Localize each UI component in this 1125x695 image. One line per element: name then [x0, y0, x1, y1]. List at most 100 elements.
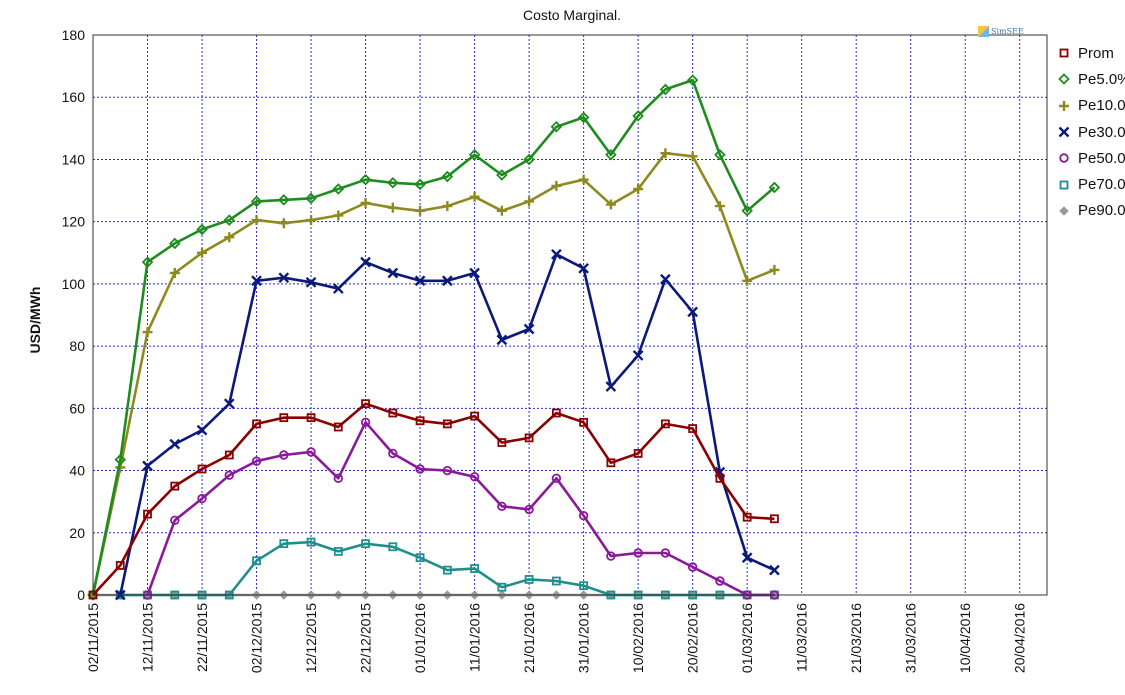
data-point-pe10-0 — [278, 218, 289, 229]
legend-marker-pe5-0 — [1058, 73, 1070, 86]
x-tick-label: 20/04/2016 — [1012, 603, 1028, 673]
legend-marker-shape — [1059, 100, 1069, 111]
data-point-pe10-0 — [251, 215, 262, 226]
data-point-pe10-0 — [551, 180, 562, 191]
legend-marker-shape — [1058, 73, 1070, 86]
data-point-pe30-0 — [632, 350, 644, 361]
x-tick-label: 20/02/2016 — [685, 603, 701, 673]
data-point-pe10-0 — [360, 198, 371, 208]
data-point-pe10-0 — [333, 210, 344, 221]
data-point-pe70-0 — [551, 576, 561, 586]
data-point-pe30-0 — [578, 262, 589, 274]
data-point-prom — [224, 450, 234, 460]
data-point-prom — [470, 411, 480, 421]
data-point-pe10-0 — [142, 327, 153, 338]
data-point-pe70-0 — [442, 565, 452, 575]
data-point-pe10-0 — [442, 201, 453, 212]
data-point-prom — [170, 481, 180, 491]
series-line-pe5-0 — [91, 78, 776, 596]
data-point-pe10-0 — [496, 205, 507, 216]
x-tick-label: 02/11/2015 — [85, 603, 101, 672]
data-point-pe50-0 — [224, 470, 234, 480]
logo-icon — [978, 26, 989, 37]
plot-frame — [92, 34, 1048, 596]
data-point-pe10-0 — [605, 199, 616, 210]
data-point-pe5-0 — [577, 111, 590, 124]
y-tick-label: 20 — [69, 525, 85, 541]
y-tick-label: 100 — [62, 276, 86, 292]
y-tick-label: 60 — [69, 400, 85, 416]
data-point-pe30-0 — [278, 272, 290, 284]
legend: Prom Pe5.0% Pe10.0% Pe30.0% Pe50.0% Pe70.0% Pe… — [1056, 40, 1125, 224]
data-point-prom — [361, 399, 370, 409]
data-point-pe5-0 — [550, 121, 563, 133]
legend-item-pe30-0: Pe30.0% — [1056, 119, 1125, 145]
legend-marker-shape — [1058, 126, 1070, 138]
y-tick-label: 40 — [69, 463, 85, 479]
data-point-pe70-0 — [524, 575, 534, 584]
data-point-pe50-0 — [606, 551, 616, 561]
data-point-pe50-0 — [551, 473, 562, 484]
data-point-pe5-0 — [196, 223, 208, 236]
data-point-pe5-0 — [223, 214, 236, 226]
x-tick-label: 10/04/2016 — [957, 603, 973, 673]
data-point-pe30-0 — [741, 552, 753, 564]
data-point-pe5-0 — [441, 170, 454, 183]
x-tick-label: 31/03/2016 — [903, 603, 919, 673]
axes: 0 20 40 60 80 100 120 140 160 180 02/11/2015 12/11/… — [62, 27, 1048, 673]
data-point-pe5-0 — [741, 205, 753, 217]
legend-label: Pe5.0% — [1078, 70, 1125, 88]
data-point-pe70-0 — [415, 553, 425, 563]
data-point-pe10-0 — [387, 202, 398, 213]
data-point-pe10-0 — [306, 215, 317, 226]
legend-marker-pe70-0 — [1059, 180, 1069, 190]
series-line-prom — [92, 402, 775, 596]
y-tick-label: 0 — [77, 587, 85, 603]
x-tick-label: 11/03/2016 — [794, 603, 810, 672]
data-point-prom — [497, 438, 507, 447]
data-point-pe5-0 — [278, 194, 290, 206]
legend-item-pe5-0: Pe5.0% — [1056, 66, 1125, 92]
series-prom — [88, 399, 779, 600]
data-point-pe30-0 — [496, 334, 508, 346]
data-point-pe70-0 — [279, 539, 289, 549]
data-point-pe5-0 — [250, 195, 263, 208]
data-point-pe50-0 — [687, 562, 698, 572]
legend-marker-pe50-0 — [1059, 153, 1069, 164]
data-point-pe5-0 — [387, 177, 399, 189]
data-point-pe10-0 — [469, 191, 480, 202]
data-point-pe30-0 — [332, 283, 344, 294]
data-point-pe70-0 — [333, 547, 343, 556]
data-point-pe50-0 — [197, 493, 207, 504]
data-point-pe30-0 — [387, 267, 399, 279]
chart-title: Costo Marginal. — [523, 7, 621, 23]
data-point-pe50-0 — [578, 510, 589, 521]
data-point-pe50-0 — [279, 450, 289, 460]
data-point-pe10-0 — [769, 264, 780, 275]
data-point-pe10-0 — [169, 268, 180, 278]
legend-marker-shape — [1059, 180, 1069, 190]
series-pe70-0 — [115, 537, 779, 600]
y-tick-label: 120 — [62, 214, 86, 230]
data-point-pe5-0 — [359, 173, 372, 186]
data-point-pe50-0 — [360, 417, 371, 428]
data-point-pe5-0 — [714, 149, 726, 161]
data-point-pe10-0 — [687, 151, 698, 162]
data-point-prom — [252, 419, 261, 429]
data-point-pe30-0 — [441, 275, 453, 287]
data-point-pe30-0 — [360, 256, 371, 268]
data-point-pe70-0 — [361, 539, 370, 549]
data-point-prom — [197, 464, 207, 474]
data-point-pe10-0 — [742, 275, 753, 286]
x-tick-label: 10/02/2016 — [630, 603, 646, 673]
data-point-prom — [388, 408, 398, 418]
data-point-pe10-0 — [415, 205, 426, 216]
data-point-prom — [143, 509, 152, 519]
data-point-prom — [415, 416, 425, 426]
legend-marker-pe30-0 — [1058, 126, 1070, 138]
data-point-pe50-0 — [524, 504, 534, 515]
data-point-prom — [333, 422, 343, 432]
legend-item-prom: Prom — [1056, 40, 1125, 66]
data-point-pe30-0 — [251, 275, 262, 287]
